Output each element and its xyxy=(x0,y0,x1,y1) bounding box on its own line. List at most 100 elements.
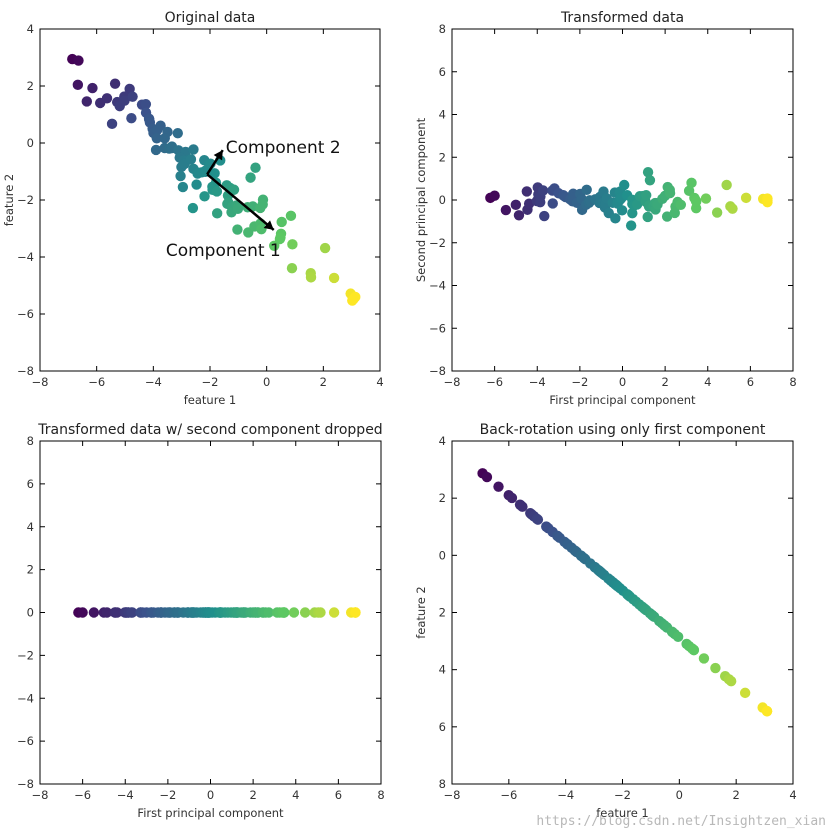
chart-panel-1: Original data −8 −6 −4 −2 0 2 4 −8 −6 −4 −2 0 2 4 featu… xyxy=(2,10,384,407)
x-tick-label: 2 xyxy=(661,375,668,389)
y-tick-label: −4 xyxy=(17,250,34,264)
scatter-point xyxy=(72,79,84,91)
y-tick-label: 6 xyxy=(439,65,446,79)
scatter-point xyxy=(664,187,676,199)
scatter-point xyxy=(211,208,223,219)
y-tick-label: −2 xyxy=(429,236,446,250)
scatter-point xyxy=(481,471,493,483)
x-tick-label: −8 xyxy=(444,788,461,802)
axes-frame xyxy=(451,440,794,785)
x-tick-label: 4 xyxy=(789,788,796,802)
y-tick-label: 0 xyxy=(439,548,446,562)
scatter-point xyxy=(150,144,162,156)
scatter-point xyxy=(305,272,317,283)
x-tick-label: −4 xyxy=(117,788,134,802)
scatter-point xyxy=(328,272,340,284)
scatter-point xyxy=(619,179,630,191)
chart-title: Back-rotation using only first component xyxy=(480,422,766,438)
scatter-point xyxy=(111,607,123,618)
scatter-point xyxy=(711,207,723,218)
scatter-point xyxy=(625,220,637,231)
x-tick-label: 8 xyxy=(377,788,384,802)
y-tick-label: 2 xyxy=(27,79,34,93)
scatter-point xyxy=(727,203,738,214)
y-tick-label: 2 xyxy=(439,491,446,505)
chart-title: Transformed data xyxy=(560,10,684,26)
y-tick-label: 6 xyxy=(27,477,34,491)
x-tick-label: −4 xyxy=(529,375,546,389)
y-tick-label: 4 xyxy=(27,22,34,36)
x-tick-label: 4 xyxy=(704,375,711,389)
scatter-point xyxy=(725,675,737,687)
scatter-point xyxy=(127,607,138,618)
scatter-points xyxy=(485,167,773,231)
scatter-point xyxy=(209,168,220,179)
scatter-point xyxy=(686,177,697,189)
y-tick-label: 6 xyxy=(439,720,446,734)
scatter-point xyxy=(101,607,113,618)
x-tick-label: 0 xyxy=(619,375,626,389)
y-tick-label: −8 xyxy=(17,364,34,378)
x-tick-label: −2 xyxy=(159,788,176,802)
scatter-point xyxy=(175,170,186,182)
scatter-point xyxy=(350,607,361,618)
scatter-point xyxy=(721,179,732,191)
scatter-point xyxy=(287,239,298,250)
y-tick-label: −8 xyxy=(429,364,446,378)
scatter-point xyxy=(140,99,152,110)
y-tick-label: −6 xyxy=(429,321,446,335)
x-tick-label: 2 xyxy=(320,375,327,389)
x-axis-label: feature 1 xyxy=(596,806,649,820)
y-tick-label: 4 xyxy=(439,108,446,122)
x-axis-label: feature 1 xyxy=(184,393,237,407)
chart-panel-4: Back-rotation using only first component… xyxy=(414,422,797,820)
scatter-point xyxy=(631,199,643,210)
x-tick-label: 0 xyxy=(263,375,270,389)
y-axis-label: feature 2 xyxy=(2,174,16,227)
scatter-point xyxy=(328,607,340,618)
scatter-point xyxy=(547,198,558,209)
scatter-point xyxy=(581,184,592,195)
x-tick-label: 2 xyxy=(733,788,740,802)
component-arrow-head xyxy=(213,150,223,161)
scatter-point xyxy=(152,124,163,136)
scatter-point xyxy=(642,167,654,178)
scatter-point xyxy=(640,190,652,201)
axes-frame xyxy=(39,28,381,372)
x-axis-label: First principal component xyxy=(137,806,284,820)
y-tick-label: 2 xyxy=(439,150,446,164)
scatter-point xyxy=(199,191,210,202)
x-axis-label: First principal component xyxy=(549,393,696,407)
scatter-point xyxy=(688,644,700,656)
scatter-point xyxy=(245,172,256,183)
scatter-point xyxy=(517,501,528,512)
scatter-point xyxy=(232,203,244,215)
scatter-point xyxy=(106,118,118,130)
y-axis-label: Second principal component xyxy=(414,117,428,282)
y-tick-label: −4 xyxy=(429,279,446,293)
scatter-point xyxy=(539,210,550,222)
x-tick-label: 0 xyxy=(676,788,683,802)
scatter-point xyxy=(644,175,656,186)
scatter-point xyxy=(109,78,121,89)
x-tick-label: −2 xyxy=(571,375,588,389)
x-tick-label: −2 xyxy=(614,788,631,802)
scatter-point xyxy=(88,607,100,618)
scatter-point xyxy=(698,653,710,664)
scatter-point xyxy=(762,196,773,208)
scatter-point xyxy=(172,128,183,139)
scatter-point xyxy=(672,631,684,643)
scatter-point xyxy=(642,211,653,223)
x-tick-label: 2 xyxy=(249,788,256,802)
component-arrow-line xyxy=(206,173,275,231)
y-tick-label: 4 xyxy=(27,520,34,534)
scatter-point xyxy=(506,492,518,504)
x-tick-label: −4 xyxy=(145,375,162,389)
chart-title: Transformed data w/ second component dro… xyxy=(37,422,382,438)
scatter-point xyxy=(263,607,275,618)
scatter-point xyxy=(683,185,695,197)
scatter-point xyxy=(740,192,752,204)
x-tick-label: 4 xyxy=(292,788,299,802)
x-tick-label: −8 xyxy=(32,788,49,802)
scatter-point xyxy=(279,607,290,618)
